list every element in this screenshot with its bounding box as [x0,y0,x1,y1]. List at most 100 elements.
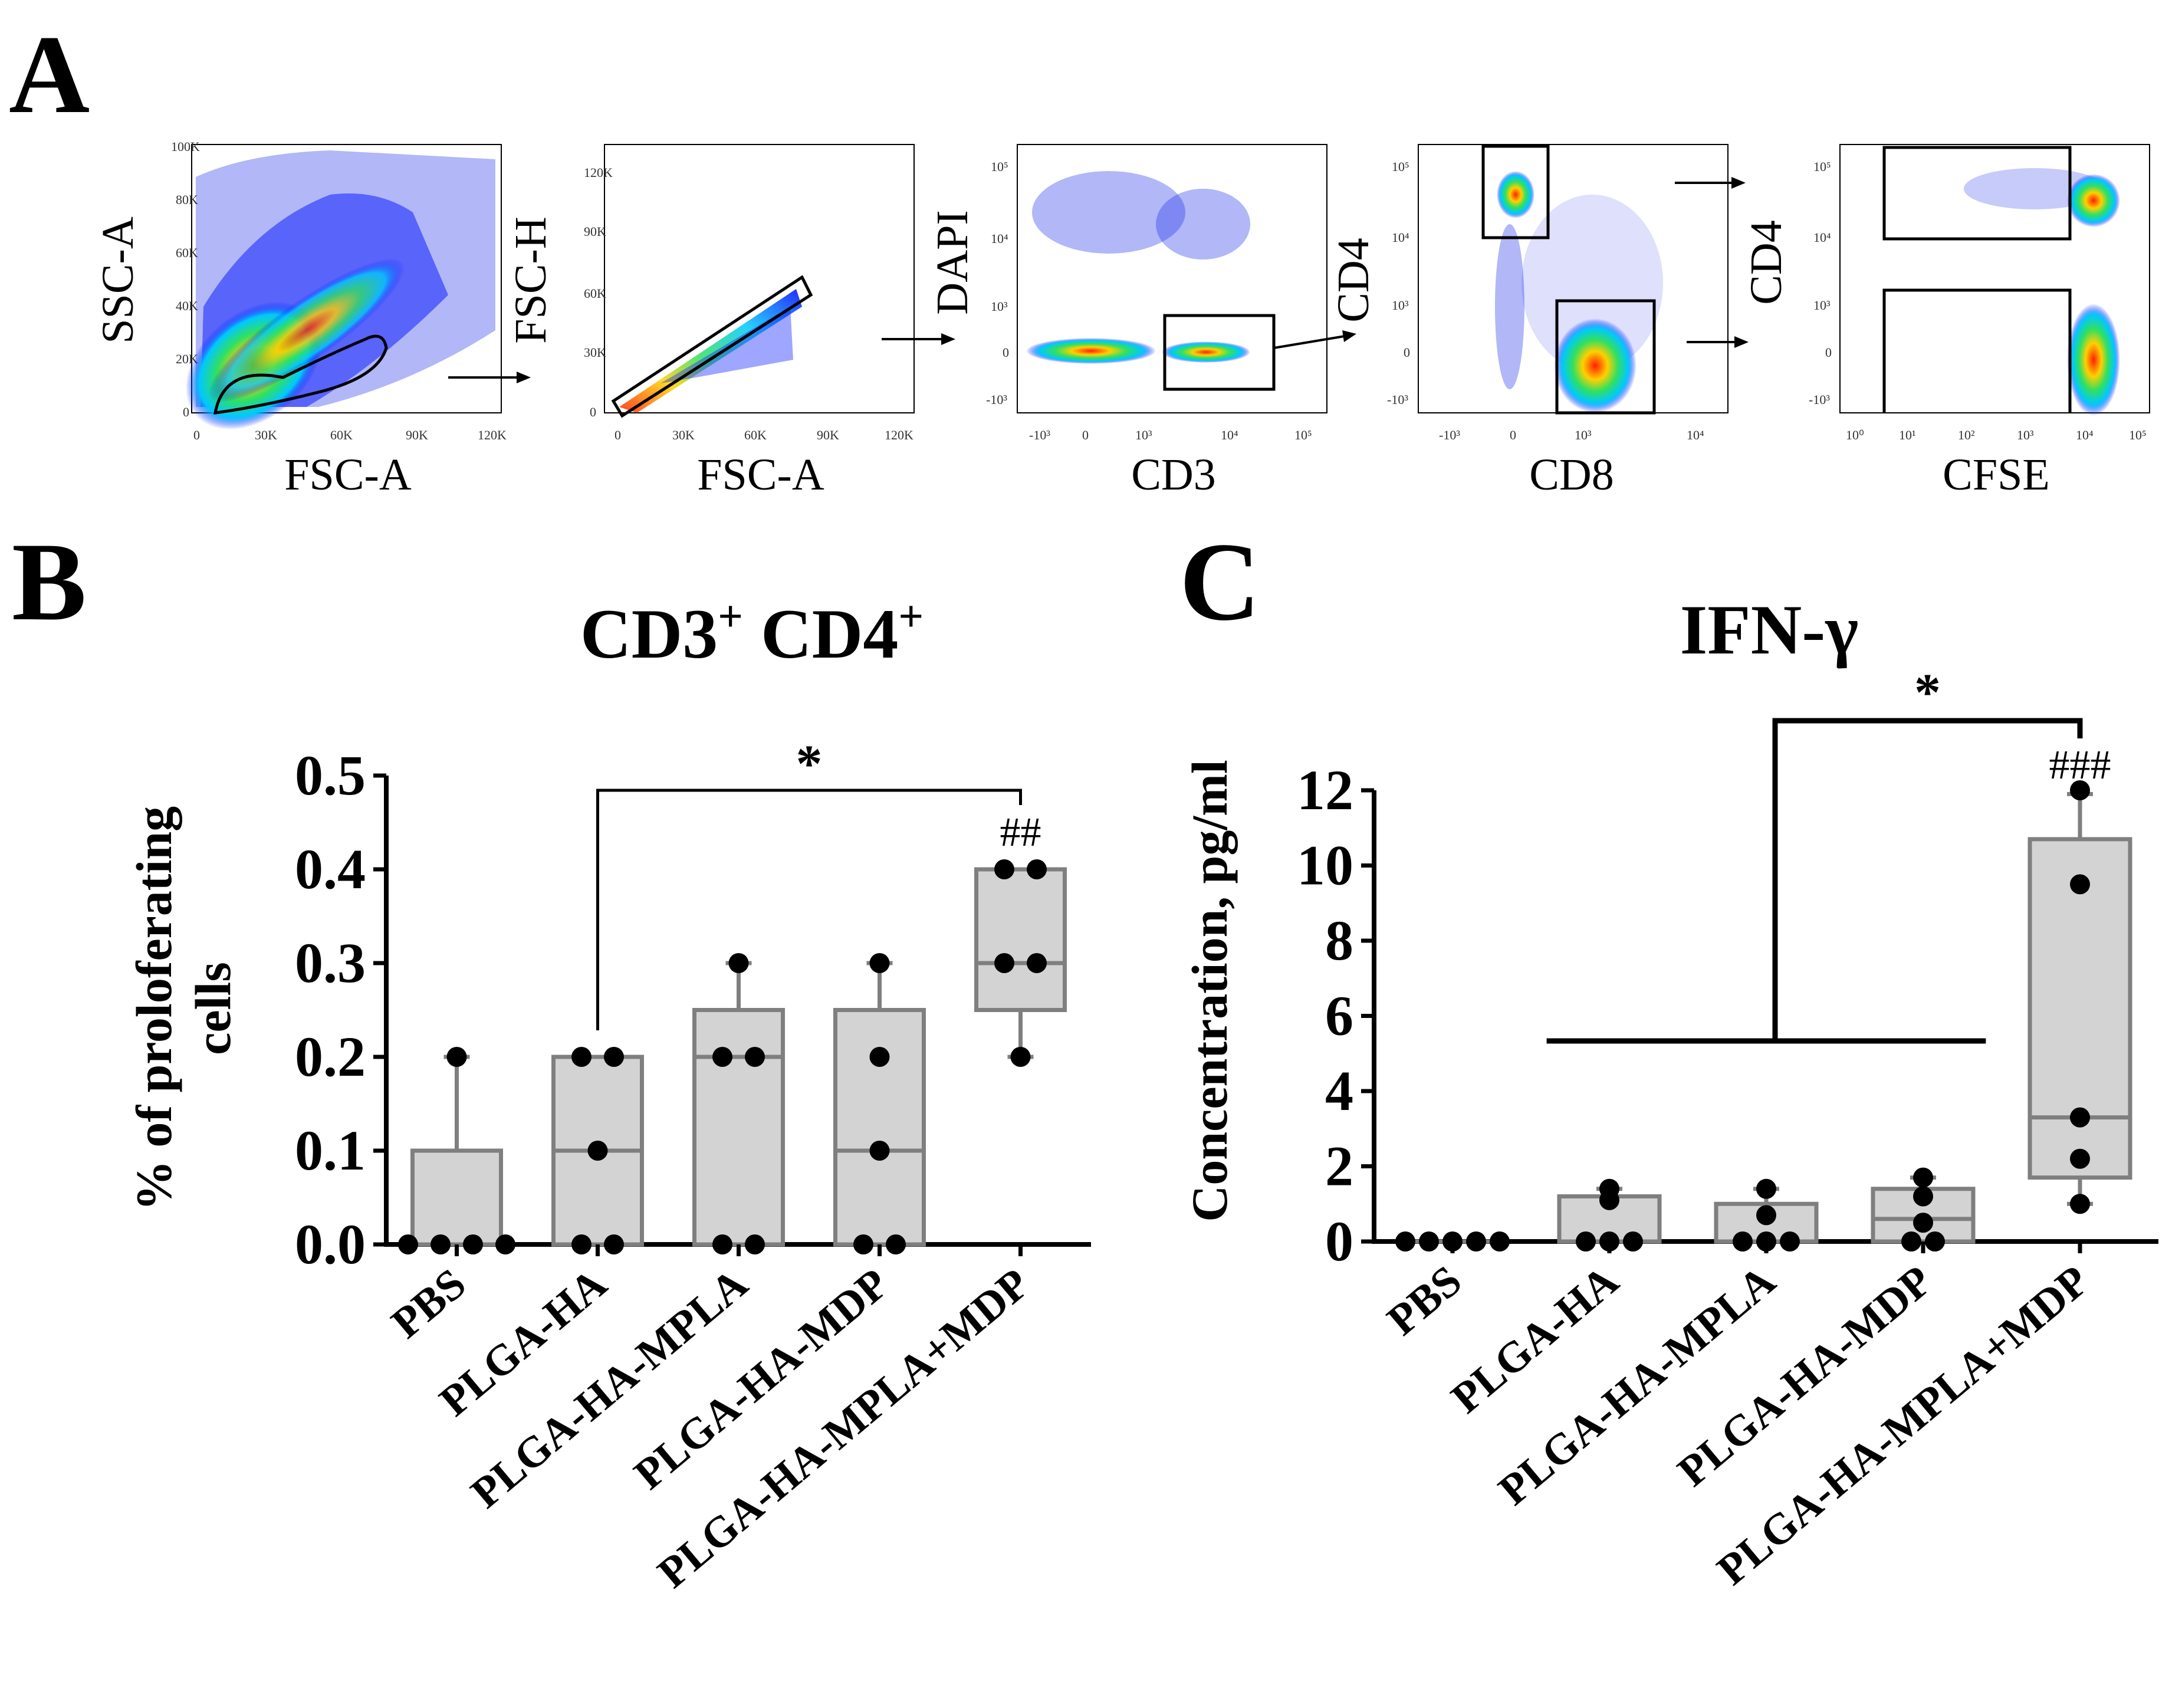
x-axis-label: FSC-A [697,450,824,500]
y-tick-label: 0.4 [295,837,366,901]
y-axis-label: CD4 [1741,220,1791,305]
panel-label-c: C [1179,520,1260,644]
y-tick: 90K [584,224,606,239]
y-axis-label: Concentration, pg/ml [1181,760,1238,1222]
x-tick: 10⁴ [1221,428,1238,442]
data-point [1027,953,1047,973]
flow-plot-cd8-cd4: 10⁵ 10⁴ 10³ 0 -10³ -10³ 0 10³ 10⁴ CD8 CD… [1329,144,1728,500]
x-tick: 60K [330,428,353,442]
flow-plot-fsc-ssc: 100K 80K 60K 40K 20K 0 0 30K 60K 90K 120… [93,139,507,500]
data-point [398,1234,418,1254]
y-tick-label: 0.5 [295,744,366,807]
y-tick-label: 0.1 [295,1119,366,1182]
data-point [604,1047,624,1067]
x-tick: 10² [1958,428,1975,442]
scatter-cloud [1032,171,1185,254]
y-tick: 10³ [1392,298,1409,313]
x-tick: 0 [1510,428,1516,442]
flow-plot-frame [1017,144,1327,413]
y-tick: 120K [584,165,613,180]
x-tick: 120K [478,428,507,442]
y-tick-label: 0.3 [295,931,366,994]
scatter-singlets [619,289,802,413]
y-tick: 10⁴ [1813,230,1831,245]
y-tick: -10³ [1387,392,1408,407]
x-tick: 10¹ [1899,428,1916,442]
y-tick: 10³ [991,299,1008,314]
x-tick: 0 [614,428,621,442]
data-point [1623,1231,1643,1252]
chart-title: CD3+ CD4+ [580,592,924,673]
data-point [853,1234,873,1254]
data-point [1576,1231,1596,1252]
y-tick-label: 0.0 [295,1213,366,1276]
y-axis-label: FSC-H [506,216,556,343]
data-point [2070,780,2090,800]
x-tick: 90K [817,428,839,442]
y-tick: -10³ [986,392,1007,407]
data-point [869,1047,890,1067]
flow-plot-frame [604,144,915,413]
data-point [571,1047,591,1067]
x-tick: 10³ [1135,428,1152,442]
box [692,1008,785,1247]
box [410,1148,503,1247]
data-point [994,953,1014,973]
chart-title: IFN-γ [1680,590,1859,669]
data-point [431,1234,451,1254]
data-point [2070,1107,2090,1128]
arrow-head [1734,336,1749,348]
flow-plot-cfse-cd4: 10⁵ 10⁴ 10³ 0 -10³ 10⁰ 10¹ 10² 10³ 10⁴ 1… [1741,144,2150,500]
y-tick: 10⁵ [1813,159,1831,174]
scatter-density [1497,171,1534,218]
data-point [1419,1231,1439,1252]
y-tick-label: 4 [1325,1059,1353,1122]
data-point [1733,1231,1753,1252]
gate-lymphocytes [213,334,388,415]
scatter-density [1554,318,1636,413]
significance-star: * [796,735,823,793]
x-axis-label: CD8 [1529,450,1614,500]
data-point [1913,1186,1933,1207]
scatter-density [2067,304,2120,416]
x-tick: 30K [255,428,277,442]
x-tick: 0 [193,428,200,442]
y-tick-label: 2 [1325,1135,1353,1198]
y-tick: 80K [176,192,198,207]
x-tick: 90K [406,428,428,442]
gate-proliferated [1882,146,2072,241]
y-tick: 20K [176,352,198,366]
x-tick-label: PBS [383,1259,475,1348]
y-tick: 0 [590,405,596,419]
y-tick: 0 [1825,345,1832,360]
scatter-cloud [1495,224,1524,389]
x-tick: 10⁴ [1687,428,1704,442]
scatter-density [208,258,405,402]
gate-arrow [1273,335,1345,349]
data-point [1913,1167,1933,1188]
x-axis-label: CD3 [1131,450,1216,500]
box [833,1008,926,1247]
data-point [446,1047,467,1067]
y-tick-label: 0.2 [295,1025,366,1088]
data-point [1599,1178,1619,1199]
y-tick: 40K [176,298,198,313]
data-point [1010,1047,1031,1067]
data-point [2070,874,2090,895]
arrow-head [517,372,531,383]
x-tick-label: PLGA-HA-MDP [625,1259,898,1499]
data-point [1490,1231,1510,1252]
data-point [587,1141,608,1161]
data-point [728,953,749,973]
significance-bracket [1772,718,2083,1041]
y-tick: 10⁵ [1392,159,1409,174]
x-axis-label: CFSE [1943,450,2050,500]
data-point [1756,1178,1776,1199]
y-tick-label: 12 [1297,758,1353,822]
arrow-head [1342,330,1356,342]
chart-ifn-gamma: IFN-γ Concentration, pg/ml 0 2 4 6 8 10 12 PBSP… [1181,590,2158,1595]
gate-singlets [611,275,813,418]
x-tick: 0 [1082,428,1089,442]
data-point [869,953,890,973]
